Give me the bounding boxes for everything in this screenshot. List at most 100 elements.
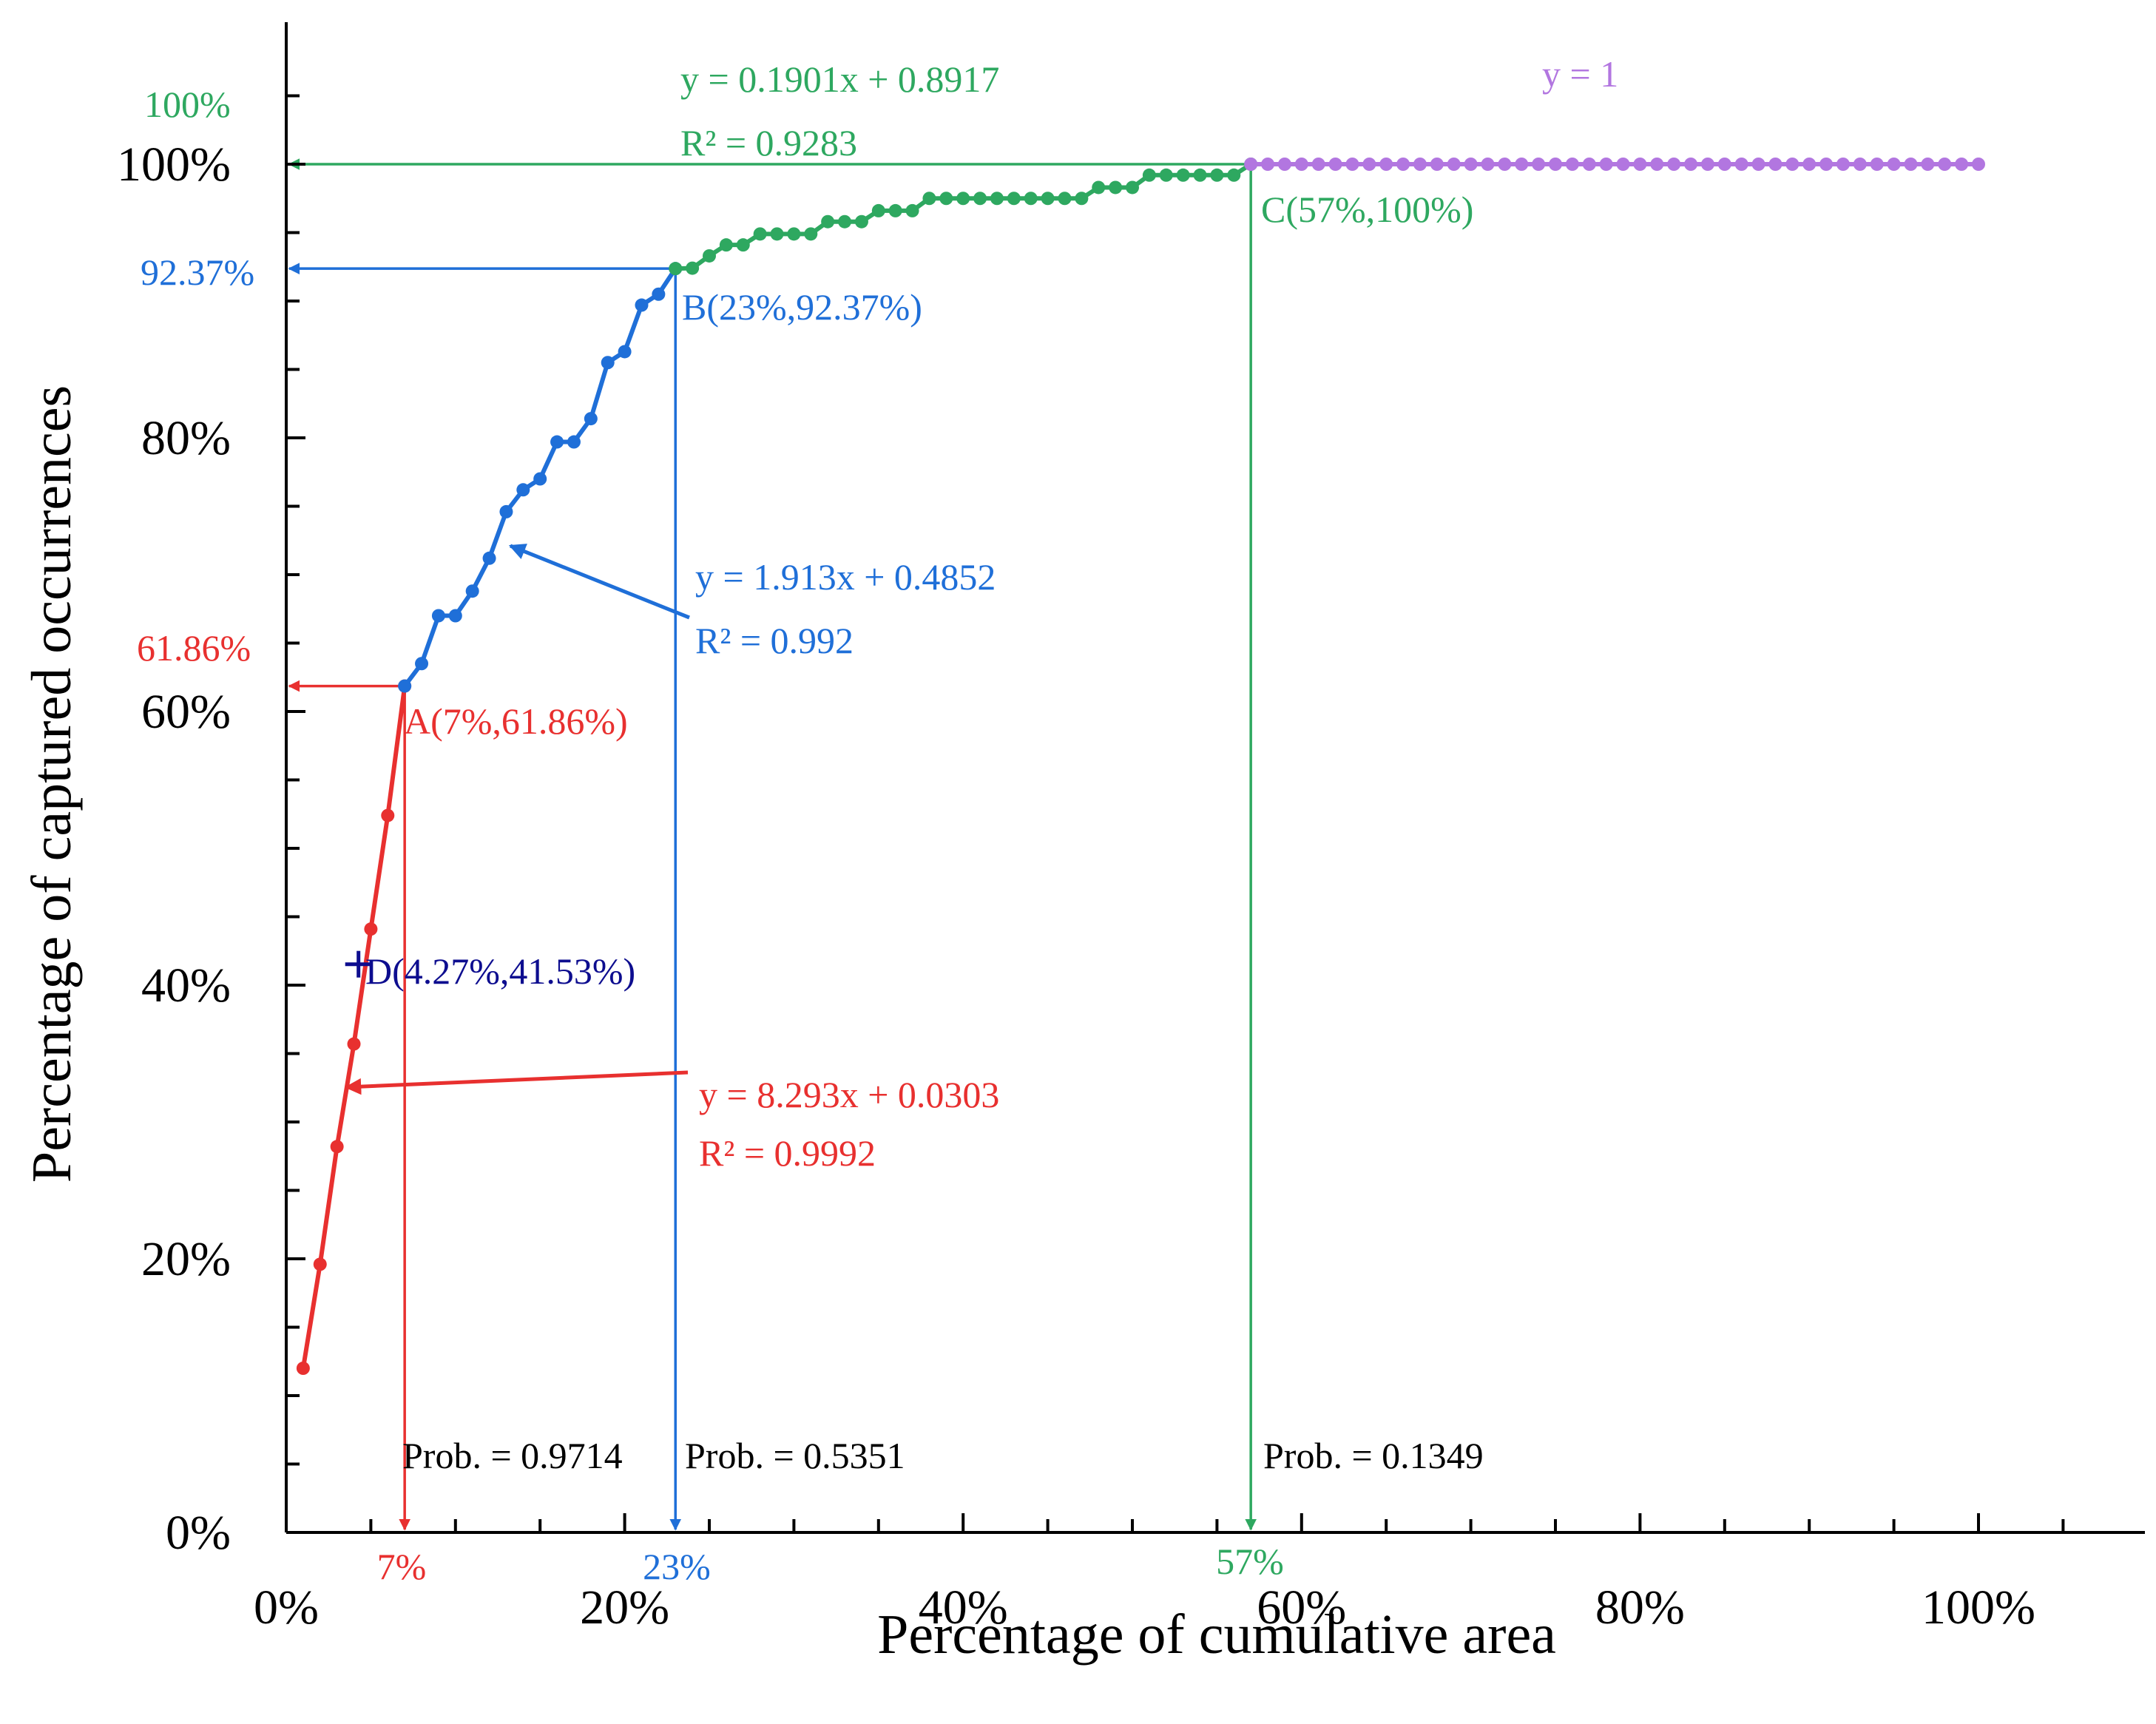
x-guide-label-c: 57% [1216,1541,1284,1582]
data-point [1261,158,1275,171]
data-point [1328,158,1342,171]
data-point [821,214,835,229]
callout-arrow-red [344,1070,689,1095]
regression-purple-equation: y = 1 [1542,53,1618,95]
data-point [567,435,581,449]
data-point [1159,168,1173,182]
x-tick-label: 20% [580,1581,669,1635]
data-point [1734,158,1748,171]
data-point [1870,158,1884,171]
data-point [1075,192,1089,206]
data-point [296,1362,310,1375]
series-segment-green [669,158,1258,276]
data-point [703,249,716,263]
data-point [398,679,412,693]
y-tick-label: 20% [141,1232,231,1286]
data-point [1447,158,1461,171]
data-point [1294,158,1308,171]
y-guide-label-a: 61.86% [137,627,251,669]
data-point [1515,158,1529,171]
prob-c: Prob. = 0.1349 [1263,1435,1484,1476]
data-point [1532,158,1546,171]
data-point [1345,158,1359,171]
data-point [1244,158,1258,171]
data-point [601,356,615,370]
data-point [482,551,496,565]
data-point [787,227,801,241]
data-point [1887,158,1901,171]
x-axis-ticks: 0% 20% 40% 60% 80% 100% [254,1513,2065,1635]
data-point [1024,192,1038,206]
x-guide-label-a: 7% [377,1546,427,1587]
data-point [550,435,564,449]
y-guide-label-b: 92.37% [141,251,254,293]
data-point [1853,158,1867,171]
data-point [1498,158,1512,171]
x-tick-label: 40% [919,1581,1008,1635]
data-point [1464,158,1478,171]
regression-green-r2: R² = 0.9283 [680,122,857,163]
prob-a: Prob. = 0.9714 [402,1435,623,1476]
y-axis-title: Percentage of captured occurrences [21,385,83,1183]
data-point [1717,158,1731,171]
point-a-label: A(7%,61.86%) [404,700,628,742]
data-point [1396,158,1410,171]
data-point [1109,180,1123,195]
data-point [1633,158,1647,171]
point-d-marker [345,950,372,978]
data-point [1836,158,1850,171]
series-segment-blue [398,262,683,693]
data-point [1684,158,1698,171]
data-point [1379,158,1393,171]
point-c-label: C(57%,100%) [1261,189,1473,230]
x-tick-label: 100% [1922,1581,2035,1635]
data-point [1785,158,1800,171]
data-point [313,1257,327,1271]
data-point [939,192,953,206]
callout-arrow-blue [508,544,690,620]
data-point [448,609,462,623]
data-point [1599,158,1613,171]
x-tick-label: 80% [1595,1581,1685,1635]
data-point [347,1037,361,1051]
y-axis-ticks: 0% 20% 40% 60% 80% 100% [117,94,305,1560]
data-point [1041,192,1055,206]
data-point [330,1140,344,1154]
data-point [618,345,632,359]
data-point [1430,158,1444,171]
data-point [1227,168,1241,182]
data-point [1921,158,1935,171]
data-point [516,483,530,497]
data-point [1193,168,1207,182]
data-point [465,584,479,598]
data-point [415,657,429,671]
data-point [854,214,868,229]
data-point [1751,158,1765,171]
data-point [1210,168,1224,182]
regression-red-r2: R² = 0.9992 [699,1132,876,1174]
data-point [635,298,649,312]
data-point [1819,158,1834,171]
data-point [770,227,784,241]
data-point [1616,158,1630,171]
data-point [1126,180,1139,195]
data-point [838,214,852,229]
y-tick-label: 0% [166,1506,231,1560]
x-tick-label: 60% [1257,1581,1346,1635]
data-point [1362,158,1376,171]
data-point [1904,158,1918,171]
data-point [1768,158,1782,171]
y-tick-label: 60% [141,685,231,739]
guide-lines [288,158,1257,1531]
data-point [1565,158,1579,171]
data-point [431,609,445,623]
prob-b: Prob. = 0.5351 [685,1435,905,1476]
data-point [1582,158,1596,171]
data-point [652,287,666,301]
data-point [1176,168,1190,182]
data-point [533,472,547,486]
data-point [804,227,818,241]
data-point [584,412,598,426]
series-segment-purple [1244,158,1985,171]
